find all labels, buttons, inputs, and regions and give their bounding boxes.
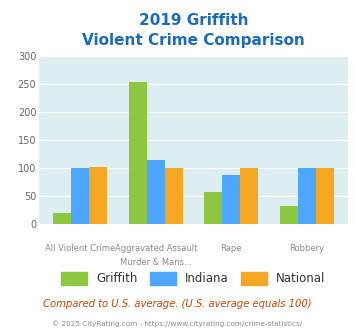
Bar bbox=[53, 213, 71, 224]
Bar bbox=[316, 168, 334, 224]
Bar bbox=[71, 168, 89, 224]
Bar bbox=[279, 207, 297, 224]
Text: Murder & Mans...: Murder & Mans... bbox=[120, 258, 192, 267]
Bar bbox=[297, 168, 316, 224]
Text: © 2025 CityRating.com - https://www.cityrating.com/crime-statistics/: © 2025 CityRating.com - https://www.city… bbox=[53, 320, 302, 327]
Text: Aggravated Assault: Aggravated Assault bbox=[115, 244, 197, 253]
Bar bbox=[89, 167, 108, 224]
Text: Robbery: Robbery bbox=[289, 244, 324, 253]
Text: All Violent Crime: All Violent Crime bbox=[45, 244, 115, 253]
Bar bbox=[240, 168, 258, 224]
Bar bbox=[129, 82, 147, 224]
Legend: Griffith, Indiana, National: Griffith, Indiana, National bbox=[56, 267, 331, 290]
Bar bbox=[165, 168, 183, 224]
Title: 2019 Griffith
Violent Crime Comparison: 2019 Griffith Violent Crime Comparison bbox=[82, 13, 305, 48]
Bar bbox=[204, 192, 222, 224]
Text: Compared to U.S. average. (U.S. average equals 100): Compared to U.S. average. (U.S. average … bbox=[43, 299, 312, 309]
Text: Rape: Rape bbox=[220, 244, 242, 253]
Bar bbox=[222, 175, 240, 224]
Bar bbox=[147, 160, 165, 224]
